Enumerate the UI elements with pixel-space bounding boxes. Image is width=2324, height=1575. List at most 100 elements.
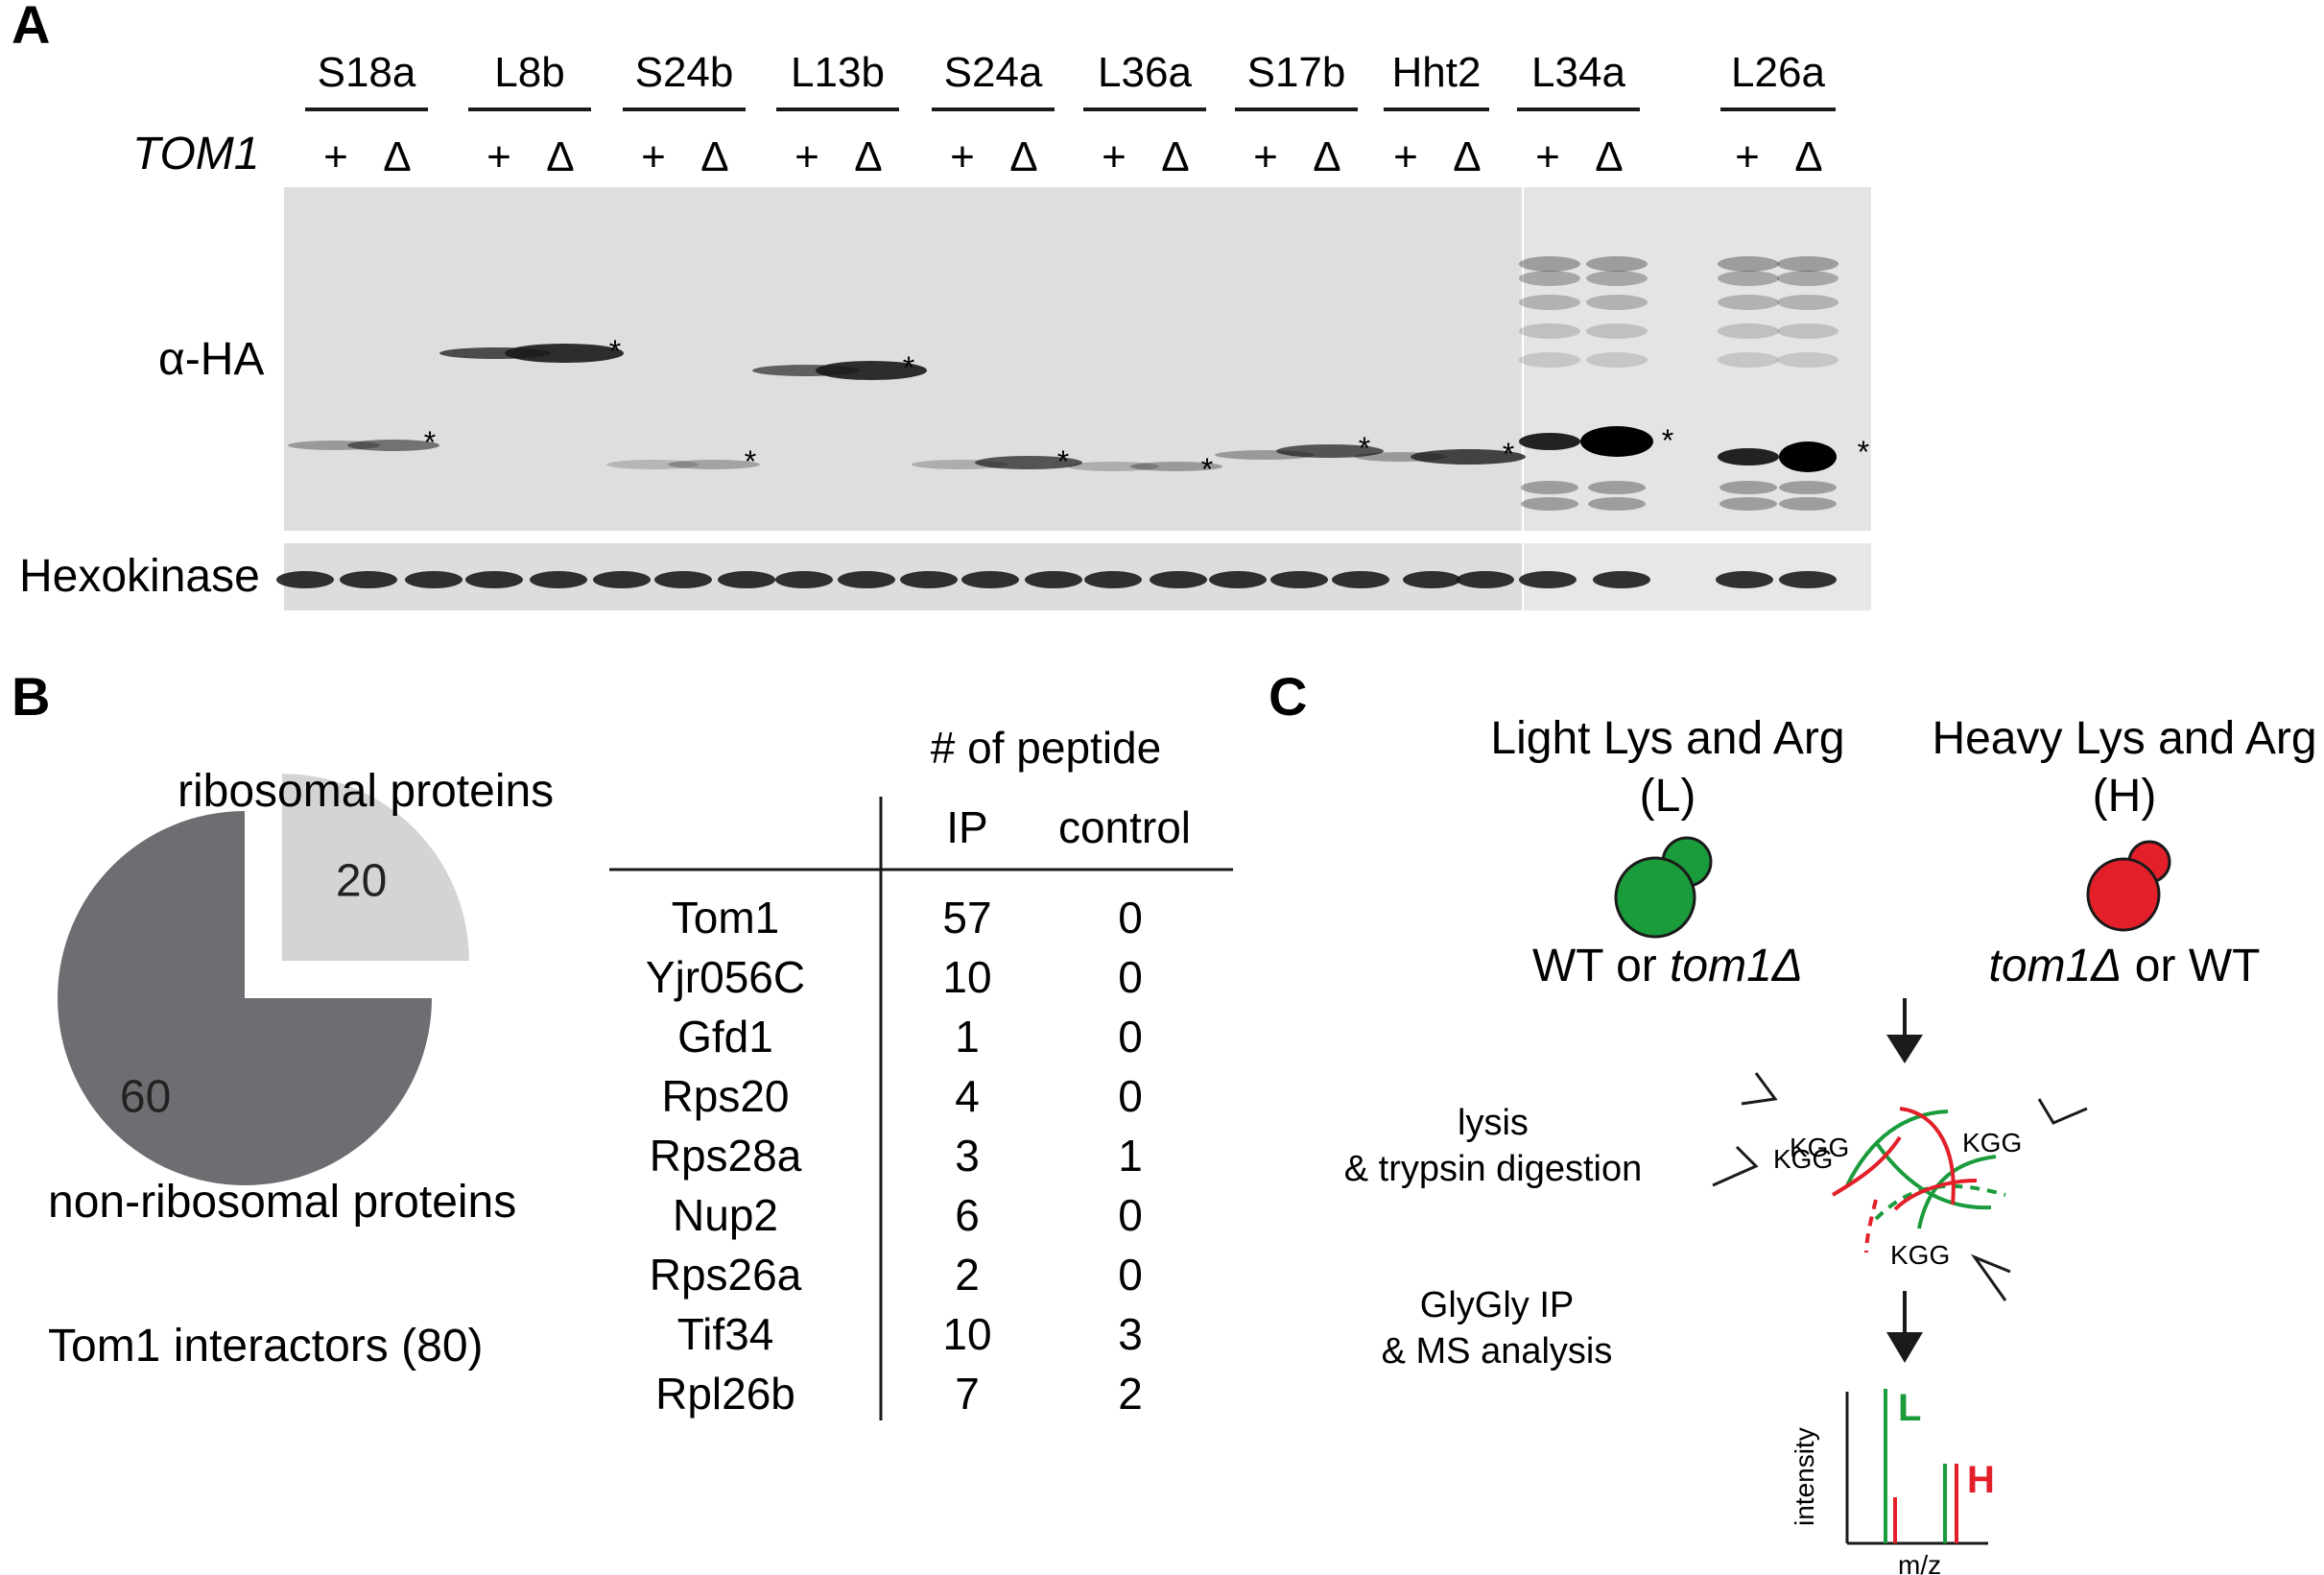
blot-band <box>1519 352 1580 368</box>
blot-band <box>1586 295 1648 310</box>
step1-line2: & trypsin digestion <box>1344 1149 1643 1189</box>
table-cell-protein: Tom1 <box>672 893 779 943</box>
step2-line1: GlyGly IP <box>1420 1285 1574 1325</box>
deletion-lane-marker: Δ <box>1453 133 1481 180</box>
lane-label: L8b <box>494 49 564 96</box>
table-header-control: control <box>1058 802 1191 852</box>
blot-band <box>1067 462 1159 471</box>
blot-band <box>838 571 895 588</box>
blot-band <box>505 344 624 363</box>
ha-blot-left <box>284 187 1522 531</box>
table-cell-protein: Rps28a <box>650 1131 802 1181</box>
table-cell-protein: Yjr056C <box>646 952 805 1002</box>
blot-band <box>465 571 523 588</box>
light-yeast-cell <box>1614 836 1713 939</box>
deletion-lane-marker: Δ <box>700 133 728 180</box>
tom1-genotype-label: TOM1 <box>132 129 259 179</box>
heavy-abbr: (H) <box>2093 771 2157 822</box>
wt-lane-marker: + <box>1735 133 1760 180</box>
blot-band <box>1519 571 1577 588</box>
heavy-strain-label: tom1Δ or WT <box>1989 941 2261 991</box>
wt-lane-marker: + <box>1102 133 1126 180</box>
table-cell-protein: Tif34 <box>677 1309 774 1359</box>
blot-band <box>1519 271 1580 286</box>
asterisk-marker: * <box>1503 437 1514 471</box>
deletion-lane-marker: Δ <box>1313 133 1340 180</box>
blot-band <box>405 571 462 588</box>
asterisk-marker: * <box>745 444 756 479</box>
blot-band <box>1718 352 1779 368</box>
blot-band <box>530 571 587 588</box>
ms-spectrum <box>1845 1389 1988 1545</box>
pie-title: Tom1 interactors (80) <box>48 1321 484 1372</box>
blot-band <box>1521 481 1578 494</box>
blot-band <box>1716 571 1773 588</box>
wt-lane-marker: + <box>323 133 348 180</box>
table-cell-ip: 2 <box>955 1250 980 1300</box>
spectrum-xlabel: m/z <box>1898 1550 1941 1575</box>
blot-band <box>1718 295 1779 310</box>
blot-band <box>1779 441 1837 472</box>
heavy-title: Heavy Lys and Arg <box>1932 713 2316 764</box>
lane-label: S18a <box>318 49 416 96</box>
lane-label: S24b <box>635 49 734 96</box>
table-cell-ip: 3 <box>955 1131 980 1181</box>
table-cell-control: 0 <box>1118 1250 1143 1300</box>
deletion-lane-marker: Δ <box>546 133 574 180</box>
blot-band <box>1025 571 1082 588</box>
deletion-lane-marker: Δ <box>854 133 882 180</box>
peptide-digestion-schematic <box>1712 1072 2088 1301</box>
table-cell-ip: 10 <box>942 1309 991 1359</box>
blot-band <box>1777 271 1838 286</box>
blot-band <box>1150 571 1207 588</box>
panel-a-letter: A <box>12 0 50 55</box>
table-cell-ip: 4 <box>955 1071 980 1121</box>
blot-band <box>1519 323 1580 339</box>
blot-band <box>975 456 1082 469</box>
asterisk-marker: * <box>424 425 436 460</box>
blot-band <box>1130 462 1222 471</box>
table-cell-control: 1 <box>1118 1131 1143 1181</box>
pie-slice <box>281 774 469 962</box>
blot-band <box>1084 571 1142 588</box>
blot-band <box>340 571 397 588</box>
hexokinase-label: Hexokinase <box>19 551 260 602</box>
kgg-label-bottom: KGG <box>1890 1240 1950 1270</box>
table-super-header: # of peptide <box>931 723 1161 773</box>
table-cell-control: 0 <box>1118 893 1143 943</box>
deletion-lane-marker: Δ <box>1595 133 1623 180</box>
ha-blot-right <box>1524 187 1871 531</box>
blot-band <box>1519 433 1580 450</box>
asterisk-marker: * <box>1057 444 1069 479</box>
blot-band <box>1779 481 1837 494</box>
blot-band <box>1276 444 1384 458</box>
lane-headers: S18a + Δ L8b + Δ S24b + Δ L13b + Δ S24a + Δ L36a + Δ S17b +… <box>305 49 1836 180</box>
blot-band <box>1719 481 1777 494</box>
blot-band <box>718 571 775 588</box>
table-cell-control: 3 <box>1118 1309 1143 1359</box>
blot-band <box>1403 571 1460 588</box>
blot-band <box>1586 323 1648 339</box>
table-cell-control: 2 <box>1118 1369 1143 1419</box>
blot-band <box>1779 571 1837 588</box>
blot-band <box>593 571 651 588</box>
blot-band <box>1586 271 1648 286</box>
ha-antibody-label: α-HA <box>158 334 264 385</box>
wt-lane-marker: + <box>641 133 666 180</box>
asterisk-marker: * <box>1662 423 1673 458</box>
table-cell-control: 0 <box>1118 1012 1143 1062</box>
asterisk-marker: * <box>609 334 621 369</box>
table-cell-control: 0 <box>1118 1190 1143 1240</box>
blot-band <box>1718 256 1779 272</box>
deletion-lane-marker: Δ <box>1161 133 1189 180</box>
blot-band <box>1411 449 1526 465</box>
table-cell-ip: 6 <box>955 1190 980 1240</box>
blot-band <box>668 460 760 469</box>
asterisk-marker: * <box>903 350 914 385</box>
blot-band <box>1718 448 1779 465</box>
table-header-ip: IP <box>946 802 987 852</box>
step2-line2: & MS analysis <box>1382 1331 1613 1372</box>
light-title: Light Lys and Arg <box>1490 713 1844 764</box>
